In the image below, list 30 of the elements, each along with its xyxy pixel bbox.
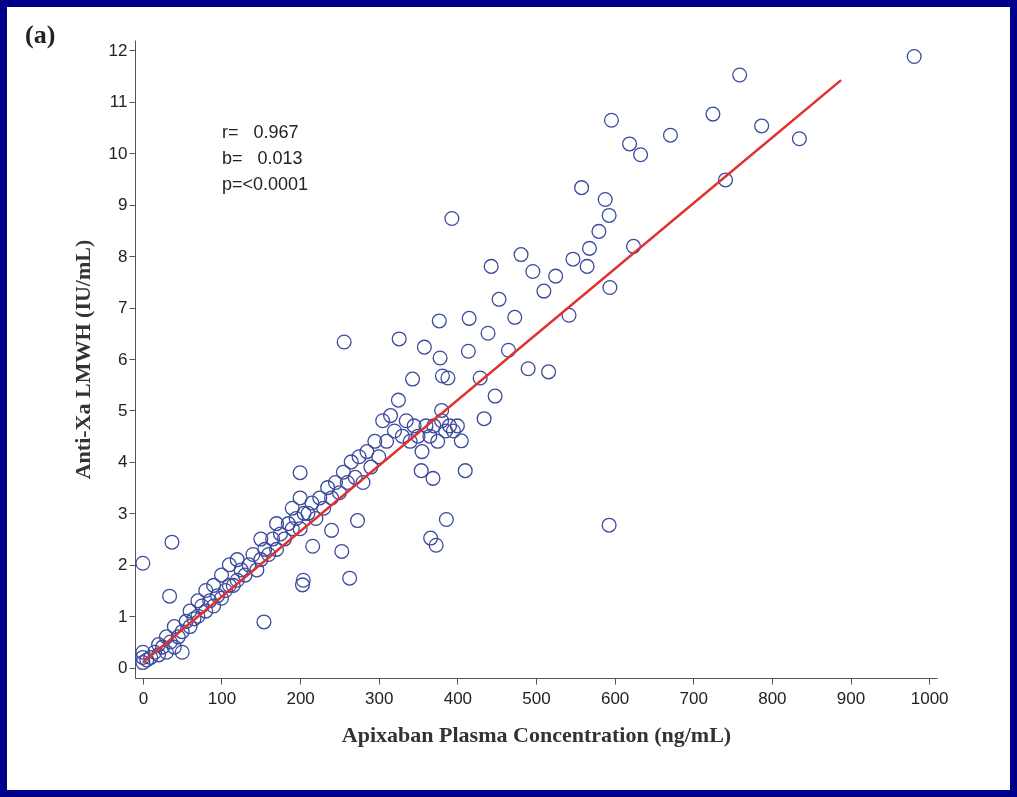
- y-tick-label: 12: [108, 40, 128, 60]
- x-tick-label: 0: [138, 688, 149, 708]
- x-tick-label: 700: [679, 688, 708, 708]
- x-tick-label: 900: [836, 688, 866, 708]
- x-tick-label: 600: [600, 688, 630, 708]
- y-tick-label: 9: [118, 195, 128, 215]
- annotation: r= 0.967: [222, 122, 299, 142]
- y-tick-label: 4: [118, 452, 128, 472]
- x-axis-title: Apixaban Plasma Concentration (ng/mL): [341, 721, 732, 747]
- y-axis-title: Anti-Xa LMWH (IU/mL): [69, 239, 95, 480]
- annotation: p=<0.0001: [222, 174, 309, 194]
- y-tick-label: 2: [118, 555, 128, 575]
- y-tick-label: 5: [118, 400, 128, 420]
- x-tick-label: 100: [207, 688, 237, 708]
- y-tick-label: 7: [118, 298, 128, 318]
- chart-title: (a): [25, 20, 56, 49]
- x-tick-label: 800: [758, 688, 787, 708]
- x-tick-label: 1000: [910, 688, 949, 708]
- y-tick-label: 1: [118, 606, 128, 626]
- x-tick-label: 500: [522, 688, 551, 708]
- annotation: b= 0.013: [222, 148, 303, 168]
- y-tick-label: 8: [118, 246, 128, 266]
- x-tick-label: 400: [443, 688, 473, 708]
- y-tick-label: 3: [118, 503, 128, 523]
- y-tick-label: 6: [118, 349, 128, 369]
- y-tick-label: 0: [118, 658, 128, 678]
- y-tick-label: 10: [108, 143, 128, 163]
- x-tick-label: 300: [365, 688, 394, 708]
- x-tick-label: 200: [286, 688, 315, 708]
- y-tick-label: 11: [109, 92, 128, 112]
